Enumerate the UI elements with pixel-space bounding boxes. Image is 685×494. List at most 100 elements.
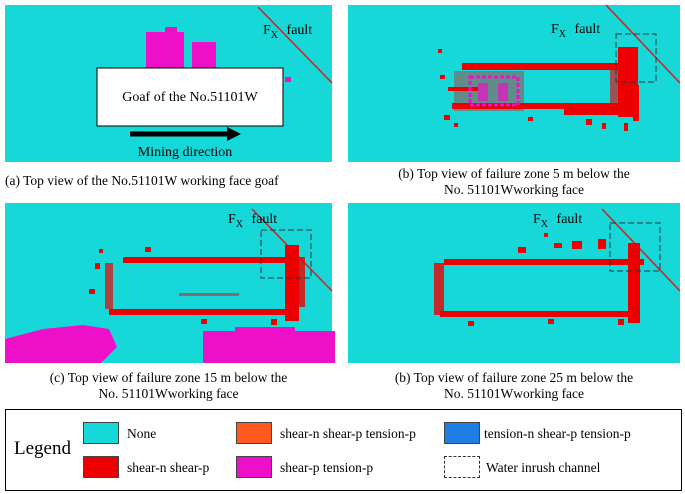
fault-symbol: F — [263, 23, 271, 38]
fault-line — [605, 4, 681, 84]
fault-word: fault — [574, 22, 601, 37]
fault-line — [601, 208, 681, 292]
failure-zone — [598, 239, 606, 249]
legend-swatch-tension — [236, 456, 272, 478]
tension-zone — [478, 83, 488, 101]
legend-label-shear-tension: shear-n shear-p tension-p — [280, 426, 416, 441]
failure-zone — [468, 321, 474, 326]
legend-swatch-none — [83, 422, 119, 444]
caption-c: (c) Top view of failure zone 15 m below … — [5, 370, 332, 402]
fault-symbol: F — [551, 22, 559, 37]
legend-swatch-shear-tension — [236, 422, 272, 444]
water-inrush-channel — [609, 222, 661, 272]
goaf-box — [96, 67, 284, 127]
failure-zone — [544, 233, 548, 237]
failure-zone — [299, 257, 305, 307]
tension-zone — [192, 42, 216, 68]
failure-zone — [438, 49, 442, 53]
failure-zone — [434, 263, 444, 315]
failure-zone — [271, 319, 277, 325]
tension-zone — [5, 325, 117, 363]
legend: Legend None shear-n shear-p shear-n shea… — [5, 409, 682, 491]
failure-zone — [564, 109, 624, 115]
panel-b: FX fault — [348, 4, 681, 162]
caption-d-line1: (b) Top view of failure zone 25 m below … — [394, 370, 634, 385]
failure-zone — [89, 289, 95, 294]
fault-label: FX fault — [533, 212, 582, 230]
arrow-head-icon — [227, 127, 241, 141]
failure-zone — [444, 259, 644, 265]
fault-label: FX fault — [551, 22, 600, 40]
tension-zone — [498, 83, 508, 101]
failure-zone — [610, 65, 618, 105]
failure-zone — [95, 263, 100, 269]
water-inrush-channel — [615, 33, 657, 83]
fault-word: fault — [556, 212, 583, 227]
failure-zone — [99, 249, 103, 253]
caption-b-line1: (b) Top view of failure zone 5 m below t… — [398, 166, 630, 181]
failure-zone — [624, 123, 628, 131]
failure-zone — [628, 243, 640, 323]
failure-zone — [554, 243, 562, 248]
legend-label-tension: shear-p tension-p — [280, 460, 374, 475]
panel-d-graphics — [434, 208, 681, 326]
failure-zone — [440, 311, 636, 317]
failure-zone — [586, 119, 592, 125]
fault-word: fault — [286, 23, 313, 38]
failure-zone — [145, 247, 151, 252]
caption-b: (b) Top view of failure zone 5 m below t… — [348, 166, 680, 198]
legend-label-water-inrush: Water inrush channel — [486, 460, 601, 475]
fault-line — [257, 6, 333, 84]
legend-swatch-tension-n — [444, 422, 480, 444]
failure-zone — [454, 123, 458, 127]
failure-zone — [444, 115, 450, 120]
legend-label-none: None — [127, 426, 157, 441]
fault-subscript: X — [540, 218, 549, 230]
legend-label-shear: shear-n shear-p — [127, 460, 210, 475]
failure-zone — [548, 319, 554, 324]
caption-b-line2: No. 51101Wworking face — [443, 182, 585, 197]
legend-label-tension-n: tension-n shear-p tension-p — [484, 426, 631, 441]
fault-subscript: X — [235, 218, 244, 230]
goaf-label: Goaf of the No.51101W — [122, 90, 258, 105]
panel-c-graphics — [5, 208, 335, 363]
tension-zone — [468, 75, 520, 107]
caption-d: (b) Top view of failure zone 25 m below … — [348, 370, 680, 402]
failure-zone — [448, 87, 478, 91]
failure-zone — [285, 245, 299, 321]
panel-a: Goaf of the No.51101W Mining direction F… — [5, 5, 333, 162]
fault-subscript: X — [270, 29, 279, 41]
caption-c-line1: (c) Top view of failure zone 15 m below … — [49, 370, 288, 385]
failure-zone — [440, 75, 445, 79]
failure-zone — [602, 123, 606, 129]
failure-zone — [518, 247, 526, 253]
failure-zone — [109, 309, 299, 315]
failure-zone — [528, 117, 533, 121]
legend-swatch-water-inrush — [444, 456, 480, 478]
fault-symbol: F — [228, 212, 236, 227]
panel-a-graphics — [96, 6, 333, 141]
fault-label: FX fault — [228, 212, 277, 230]
failure-zone — [572, 241, 582, 249]
legend-swatch-shear — [83, 456, 119, 478]
failure-zone — [618, 319, 624, 325]
failure-zone — [462, 63, 628, 70]
caption-c-line2: No. 51101Wworking face — [98, 386, 239, 401]
fault-symbol: F — [533, 212, 541, 227]
tension-zone — [235, 327, 295, 333]
fault-subscript: X — [558, 28, 567, 40]
fault-label: FX fault — [263, 23, 312, 41]
failure-zone — [105, 263, 113, 309]
caption-a: (a) Top view of the No.51101W working fa… — [5, 173, 279, 188]
legend-title: Legend — [14, 438, 71, 459]
tension-zone — [203, 331, 335, 363]
failure-zone — [179, 293, 239, 296]
failure-zone — [201, 319, 207, 324]
panel-c: FX fault — [5, 203, 335, 363]
failure-zone — [452, 103, 622, 109]
panel-d: FX fault — [348, 203, 681, 363]
mining-direction-label: Mining direction — [137, 145, 233, 160]
panel-b-graphics — [438, 4, 681, 131]
caption-d-line2: No. 51101Wworking face — [443, 386, 585, 401]
failure-zone — [633, 85, 639, 121]
